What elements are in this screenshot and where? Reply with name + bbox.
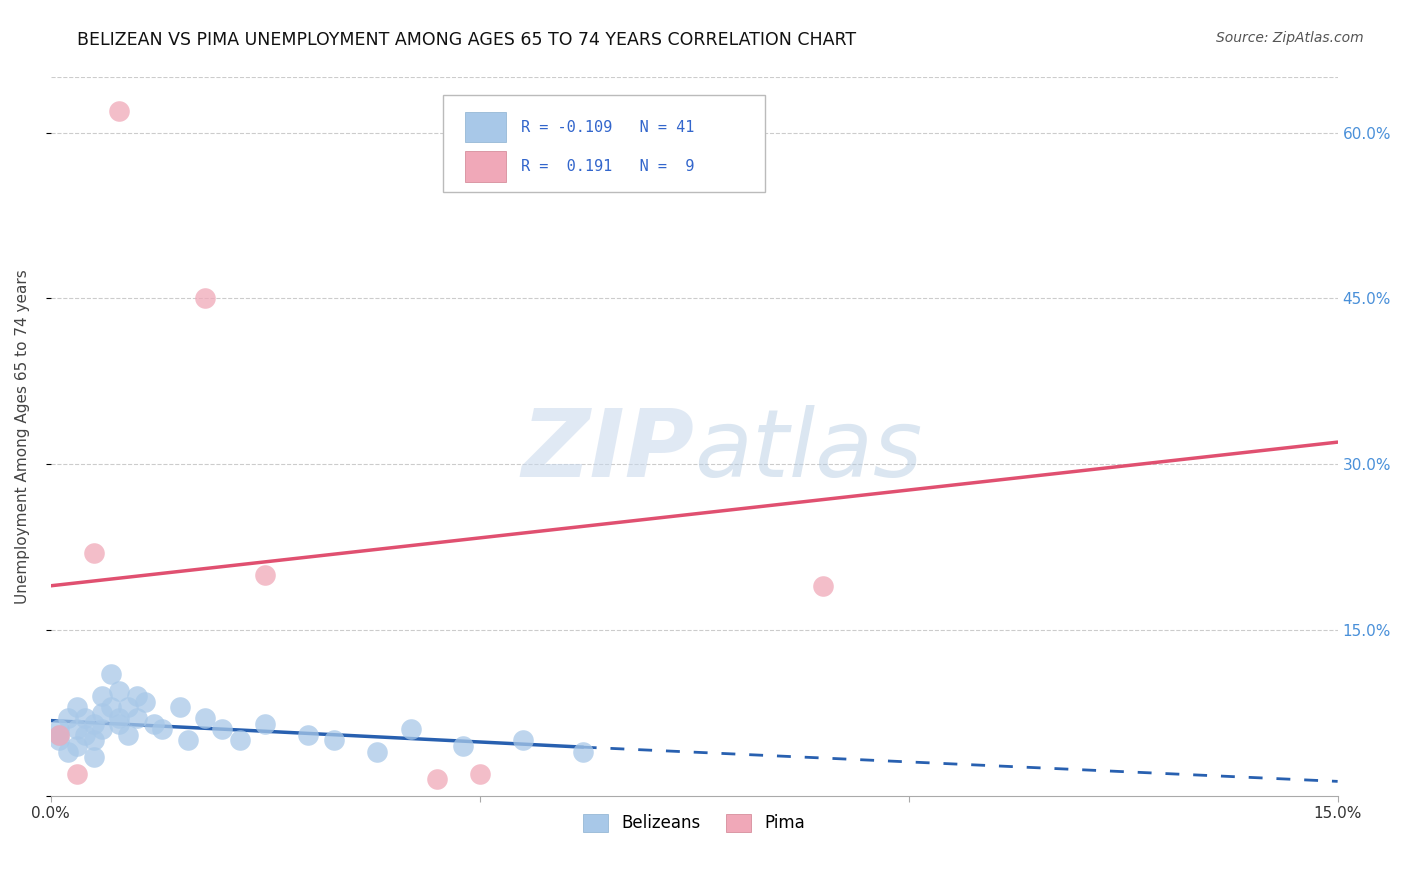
Point xyxy=(323,733,346,747)
Point xyxy=(571,745,593,759)
Point xyxy=(83,750,105,764)
Point xyxy=(83,717,105,731)
Point xyxy=(194,711,217,725)
Point xyxy=(56,745,79,759)
Point xyxy=(297,728,319,742)
Point xyxy=(91,723,114,737)
Point xyxy=(83,546,105,560)
Bar xyxy=(465,112,506,142)
Point xyxy=(100,700,122,714)
Point xyxy=(48,728,70,742)
Text: Source: ZipAtlas.com: Source: ZipAtlas.com xyxy=(1216,31,1364,45)
Text: R =  0.191   N =  9: R = 0.191 N = 9 xyxy=(520,159,695,174)
Point xyxy=(108,683,131,698)
Point xyxy=(169,700,191,714)
Point xyxy=(254,717,277,731)
Point xyxy=(125,690,148,704)
Point xyxy=(108,711,131,725)
Point xyxy=(48,733,70,747)
Text: atlas: atlas xyxy=(695,406,922,497)
Point xyxy=(451,739,474,753)
FancyBboxPatch shape xyxy=(443,95,765,193)
Point xyxy=(75,711,97,725)
Point xyxy=(150,723,173,737)
Y-axis label: Unemployment Among Ages 65 to 74 years: Unemployment Among Ages 65 to 74 years xyxy=(15,269,30,604)
Point xyxy=(75,728,97,742)
Point xyxy=(194,292,217,306)
Point xyxy=(512,733,534,747)
Point xyxy=(65,739,87,753)
Point xyxy=(117,700,139,714)
Point xyxy=(211,723,233,737)
Text: R = -0.109   N = 41: R = -0.109 N = 41 xyxy=(520,120,695,135)
Point xyxy=(100,667,122,681)
Point xyxy=(65,723,87,737)
Point xyxy=(83,733,105,747)
Point xyxy=(48,728,70,742)
Point xyxy=(108,103,131,118)
Point xyxy=(134,695,156,709)
Point xyxy=(366,745,388,759)
Point xyxy=(125,711,148,725)
Point xyxy=(426,772,449,787)
Point xyxy=(65,766,87,780)
Point xyxy=(91,690,114,704)
Point xyxy=(811,579,834,593)
Point xyxy=(142,717,165,731)
Point xyxy=(254,567,277,582)
Point xyxy=(48,723,70,737)
Point xyxy=(65,700,87,714)
Point xyxy=(56,711,79,725)
Bar xyxy=(465,152,506,182)
Point xyxy=(228,733,250,747)
Legend: Belizeans, Pima: Belizeans, Pima xyxy=(576,807,811,839)
Text: ZIP: ZIP xyxy=(522,405,695,497)
Text: BELIZEAN VS PIMA UNEMPLOYMENT AMONG AGES 65 TO 74 YEARS CORRELATION CHART: BELIZEAN VS PIMA UNEMPLOYMENT AMONG AGES… xyxy=(77,31,856,49)
Point xyxy=(399,723,422,737)
Point xyxy=(117,728,139,742)
Point xyxy=(108,717,131,731)
Point xyxy=(177,733,200,747)
Point xyxy=(468,766,491,780)
Point xyxy=(91,706,114,720)
